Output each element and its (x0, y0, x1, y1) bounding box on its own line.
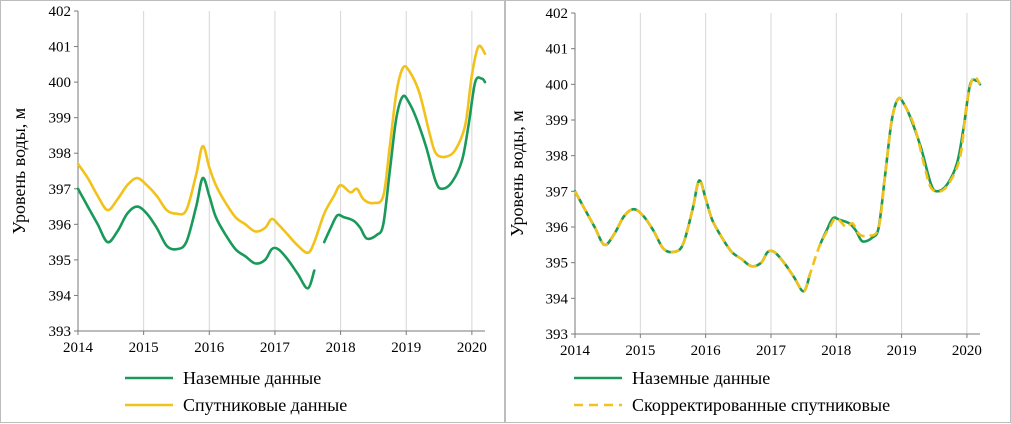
x-tick-label-2015: 2015 (625, 343, 655, 359)
y-tick-label-400: 400 (546, 77, 569, 93)
series-line-1-segment-0 (76, 44, 487, 255)
series-line-0-segment-1 (818, 78, 982, 247)
x-tick-label-2017: 2017 (260, 340, 291, 356)
series-line-1-segment-0 (573, 75, 982, 293)
chart-panel-left: 393 394 395 396 397 398 399 400 401 402 2014 2015 20… (0, 0, 505, 423)
x-tick-label-2015: 2015 (129, 340, 159, 356)
y-tick-label-399: 399 (49, 111, 72, 127)
series-line-0-segment-0 (76, 176, 316, 290)
y-tick-label-396: 396 (546, 220, 569, 236)
y-tick-label-401: 401 (546, 42, 569, 58)
y-tick-label-402: 402 (49, 4, 72, 20)
legend-label-0: Наземные данные (183, 368, 321, 388)
y-tick-label-401: 401 (49, 40, 72, 56)
y-tick-label-395: 395 (546, 256, 569, 272)
x-tick-label-2014: 2014 (560, 343, 591, 359)
chart-right: 393 394 395 396 397 398 399 400 401 402 2014 2015 20… (507, 6, 982, 415)
chart-panel-right: 393 394 395 396 397 398 399 400 401 402 2014 2015 20… (505, 0, 1011, 423)
x-tick-label-2020: 2020 (952, 343, 982, 359)
y-tick-label-402: 402 (546, 6, 569, 22)
y-tick-label-398: 398 (546, 149, 569, 165)
legend-label-1: Спутниковые данные (183, 395, 347, 415)
y-tick-label-400: 400 (49, 75, 72, 91)
y-tick-label-397: 397 (49, 182, 72, 198)
legend-label-0: Наземные данные (632, 368, 770, 388)
x-tick-label-2017: 2017 (756, 343, 787, 359)
series-line-0-segment-0 (573, 179, 812, 293)
y-tick-label-394: 394 (49, 288, 72, 304)
x-tick-label-2019: 2019 (887, 343, 917, 359)
y-tick-label-398: 398 (49, 146, 72, 162)
y-tick-label-393: 393 (546, 327, 569, 343)
x-tick-label-2016: 2016 (691, 343, 722, 359)
y-tick-label-396: 396 (49, 217, 72, 233)
chart-left: 393 394 395 396 397 398 399 400 401 402 2014 2015 20… (9, 4, 487, 415)
y-tick-label-395: 395 (49, 253, 72, 269)
x-tick-label-2016: 2016 (194, 340, 225, 356)
x-tick-label-2018: 2018 (821, 343, 851, 359)
x-tick-label-2019: 2019 (391, 340, 421, 356)
x-tick-label-2020: 2020 (457, 340, 487, 356)
y-axis-title: Уровень воды, м (507, 110, 527, 236)
series-line-0-segment-1 (322, 76, 487, 244)
y-tick-label-393: 393 (49, 324, 72, 340)
x-tick-label-2014: 2014 (63, 340, 94, 356)
x-tick-label-2018: 2018 (326, 340, 356, 356)
y-tick-label-399: 399 (546, 113, 569, 129)
y-tick-label-397: 397 (546, 184, 569, 200)
y-axis-title: Уровень воды, м (9, 108, 29, 234)
legend-label-1: Скорректированные спутниковые (632, 395, 890, 415)
y-tick-label-394: 394 (546, 291, 569, 307)
